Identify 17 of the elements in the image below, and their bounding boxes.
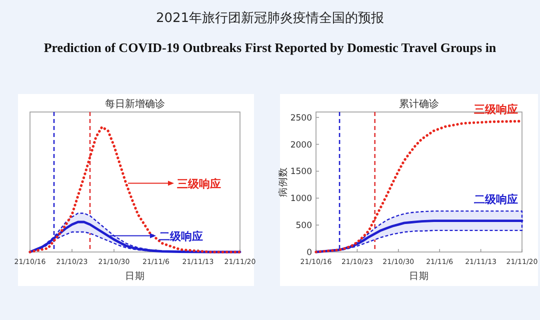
y-tick-label: 500 [296, 221, 312, 232]
y-tick-label: 1500 [290, 167, 312, 178]
chart-title: 每日新增确诊 [105, 98, 165, 110]
x-axis-title: 日期 [125, 270, 145, 282]
series-label: 三级响应 [474, 103, 518, 116]
y-tick-label: 2000 [290, 140, 312, 150]
legend-label: 二级响应 [159, 230, 203, 243]
y-tick-label: 0 [306, 248, 312, 258]
y-tick-label: 2500 [290, 113, 312, 124]
text: Prediction of COVID-19 Outbreaks First Reported by Domestic Travel Groups in [44, 40, 497, 55]
y-tick-label: 1000 [290, 194, 312, 204]
y-axis-title: 病例数 [277, 167, 289, 197]
legend-label: 三级响应 [177, 177, 221, 190]
chart-title: 累计确诊 [399, 98, 439, 110]
text: 2021年旅行团新冠肺炎疫情全国的预报 [156, 11, 384, 26]
x-axis-title: 日期 [409, 270, 429, 282]
series-label: 二级响应 [474, 193, 518, 206]
